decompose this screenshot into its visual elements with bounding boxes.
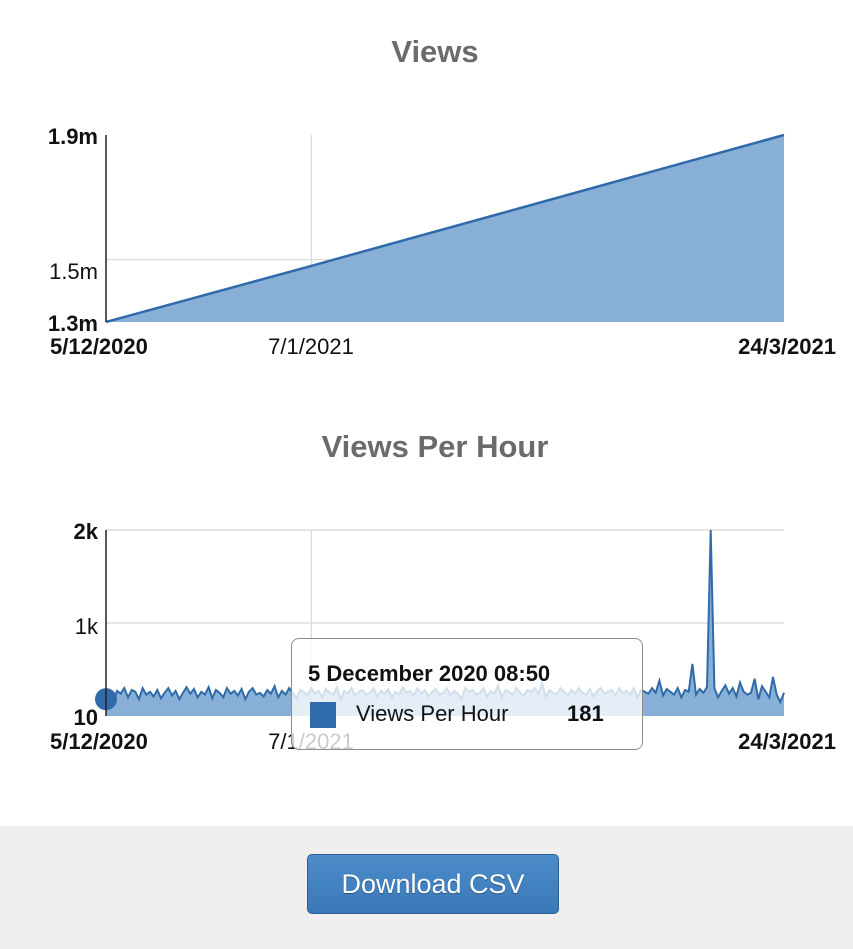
views-ytick-max: 1.9m: [48, 124, 98, 149]
download-csv-button[interactable]: Download CSV: [307, 854, 559, 914]
tooltip-date: 5 December 2020 08:50: [308, 661, 551, 686]
tooltip-series-name: Views Per Hour: [356, 701, 509, 726]
vph-ytick-mid: 1k: [75, 614, 99, 639]
tooltip-value: 181: [567, 701, 604, 726]
tooltip-series-swatch: [310, 702, 336, 728]
views-chart-title: Views: [391, 34, 478, 69]
vph-xtick-end: 24/3/2021: [738, 729, 836, 754]
vph-ytick-max: 2k: [74, 519, 99, 544]
views-line[interactable]: [105, 133, 785, 324]
views-xtick-mid: 7/1/2021: [268, 334, 354, 359]
chart-tooltip: 5 December 2020 08:50 Views Per Hour 181: [291, 638, 643, 750]
views-area: [106, 135, 784, 322]
vph-chart-title: Views Per Hour: [322, 429, 549, 464]
views-xtick-end: 24/3/2021: [738, 334, 836, 359]
views-ytick-mid: 1.5m: [49, 259, 98, 284]
charts-panel: Views 1.9m 1.5m 1.3m 5/12/2020 7/1/2021 …: [47, 34, 836, 754]
vph-area: [106, 530, 784, 716]
vph-xtick-start: 5/12/2020: [50, 729, 148, 754]
vph-ytick-min: 10: [74, 705, 98, 730]
views-xtick-start: 5/12/2020: [50, 334, 148, 359]
views-ytick-min: 1.3m: [48, 311, 98, 336]
